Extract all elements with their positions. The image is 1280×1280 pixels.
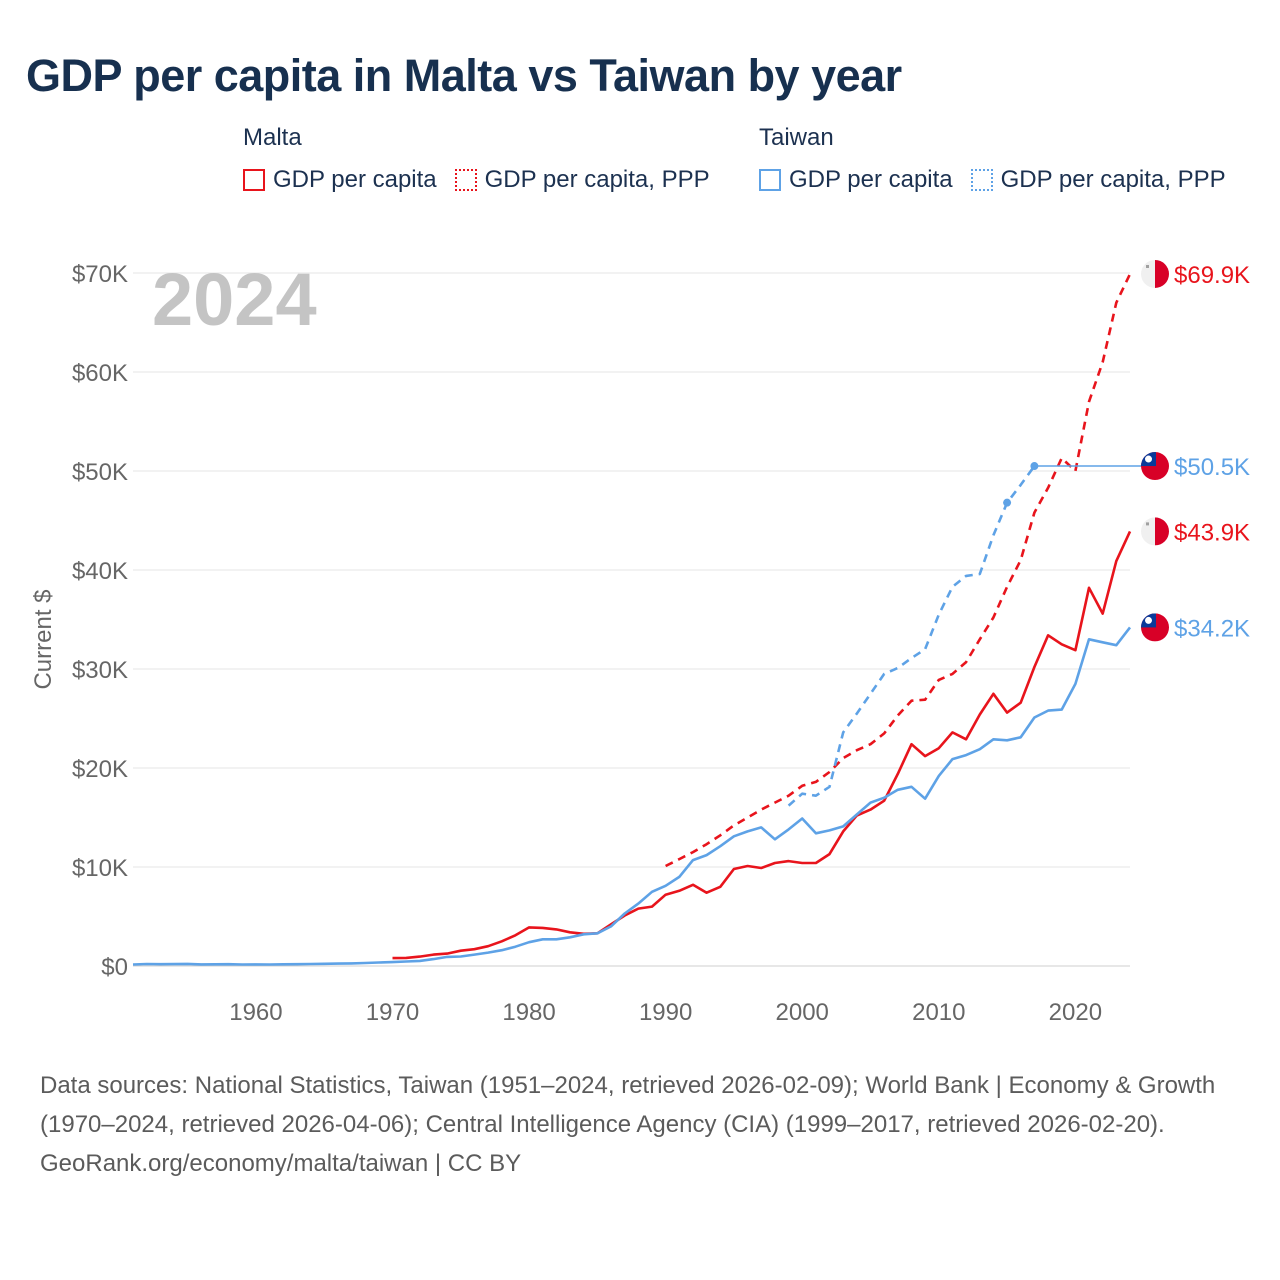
- series-line-taiwan_gdp: [132, 626, 1132, 966]
- legend-taiwan-gdp[interactable]: GDP per capita: [759, 166, 953, 194]
- legend-taiwan-gdp-label: GDP per capita: [789, 166, 953, 193]
- malta-flag-icon: [1141, 517, 1169, 546]
- dotted-blue-swatch-icon: [970, 169, 993, 191]
- series-marker-taiwan_ppp: [1030, 462, 1039, 471]
- data-sources-text: Data sources: National Statistics, Taiwa…: [40, 1072, 1216, 1138]
- series-line-malta_gdp: [392, 530, 1132, 960]
- x-tick-label: 1960: [229, 999, 282, 1026]
- current-year-label: 2024: [152, 258, 317, 341]
- x-tick-label: 1990: [639, 999, 692, 1026]
- x-tick-label: 2010: [912, 999, 965, 1026]
- x-tick-label: 1970: [366, 999, 419, 1026]
- end-value-label-malta_ppp: $69.9K: [1174, 262, 1250, 289]
- legend-taiwan-ppp-label: GDP per capita, PPP: [1000, 166, 1226, 193]
- legend-malta-ppp[interactable]: GDP per capita, PPP: [454, 166, 710, 194]
- end-value-label-taiwan_gdp: $34.2K: [1174, 615, 1250, 642]
- y-tick-label: $50K: [72, 459, 128, 486]
- malta-flag-icon: [1141, 259, 1169, 288]
- series-line-taiwan_ppp: [787, 465, 1036, 807]
- taiwan-flag-icon: [1141, 613, 1169, 642]
- end-value-label-malta_gdp: $43.9K: [1174, 519, 1250, 546]
- line-chart: $0 $10K $20K $30K $40K $50K $60K $70K 1960 1970 19…: [30, 258, 1250, 1026]
- legend-taiwan: Taiwan GDP per capita GDP per capita, PP…: [759, 124, 1226, 194]
- legend-taiwan-ppp[interactable]: GDP per capita, PPP: [970, 166, 1226, 194]
- footer: Data sources: National Statistics, Taiwa…: [40, 1066, 1240, 1183]
- y-tick-label: $10K: [72, 855, 128, 882]
- solid-blue-swatch-icon: [759, 169, 781, 191]
- end-value-label-taiwan_ppp: $50.5K: [1174, 454, 1250, 481]
- solid-red-swatch-icon: [243, 169, 265, 191]
- legend-malta-gdp-label: GDP per capita: [273, 166, 437, 193]
- dotted-red-swatch-icon: [454, 169, 477, 191]
- legend-malta-name: Malta: [243, 124, 302, 151]
- y-tick-label: $20K: [72, 756, 128, 783]
- chart-title: GDP per capita in Malta vs Taiwan by yea…: [26, 50, 902, 101]
- legend-malta-gdp[interactable]: GDP per capita: [243, 166, 437, 194]
- y-tick-label: $70K: [72, 261, 128, 288]
- x-tick-label: 2020: [1049, 999, 1102, 1026]
- y-tick-label: $60K: [72, 360, 128, 387]
- y-axis-label: Current $: [30, 589, 57, 689]
- series-line-malta_ppp: [665, 273, 1132, 868]
- y-tick-label: $40K: [72, 558, 128, 585]
- taiwan-flag-icon: [1141, 452, 1169, 481]
- y-tick-label: $30K: [72, 657, 128, 684]
- x-tick-label: 1980: [502, 999, 555, 1026]
- y-tick-label: $0: [101, 954, 128, 981]
- legend-taiwan-name: Taiwan: [759, 124, 834, 151]
- legend-malta: Malta GDP per capita GDP per capita, PPP: [243, 124, 710, 194]
- x-tick-label: 2000: [776, 999, 829, 1026]
- legend-malta-ppp-label: GDP per capita, PPP: [484, 166, 710, 193]
- series-marker-taiwan_ppp: [1003, 498, 1012, 507]
- source-link[interactable]: GeoRank.org/economy/malta/taiwan | CC BY: [40, 1150, 522, 1177]
